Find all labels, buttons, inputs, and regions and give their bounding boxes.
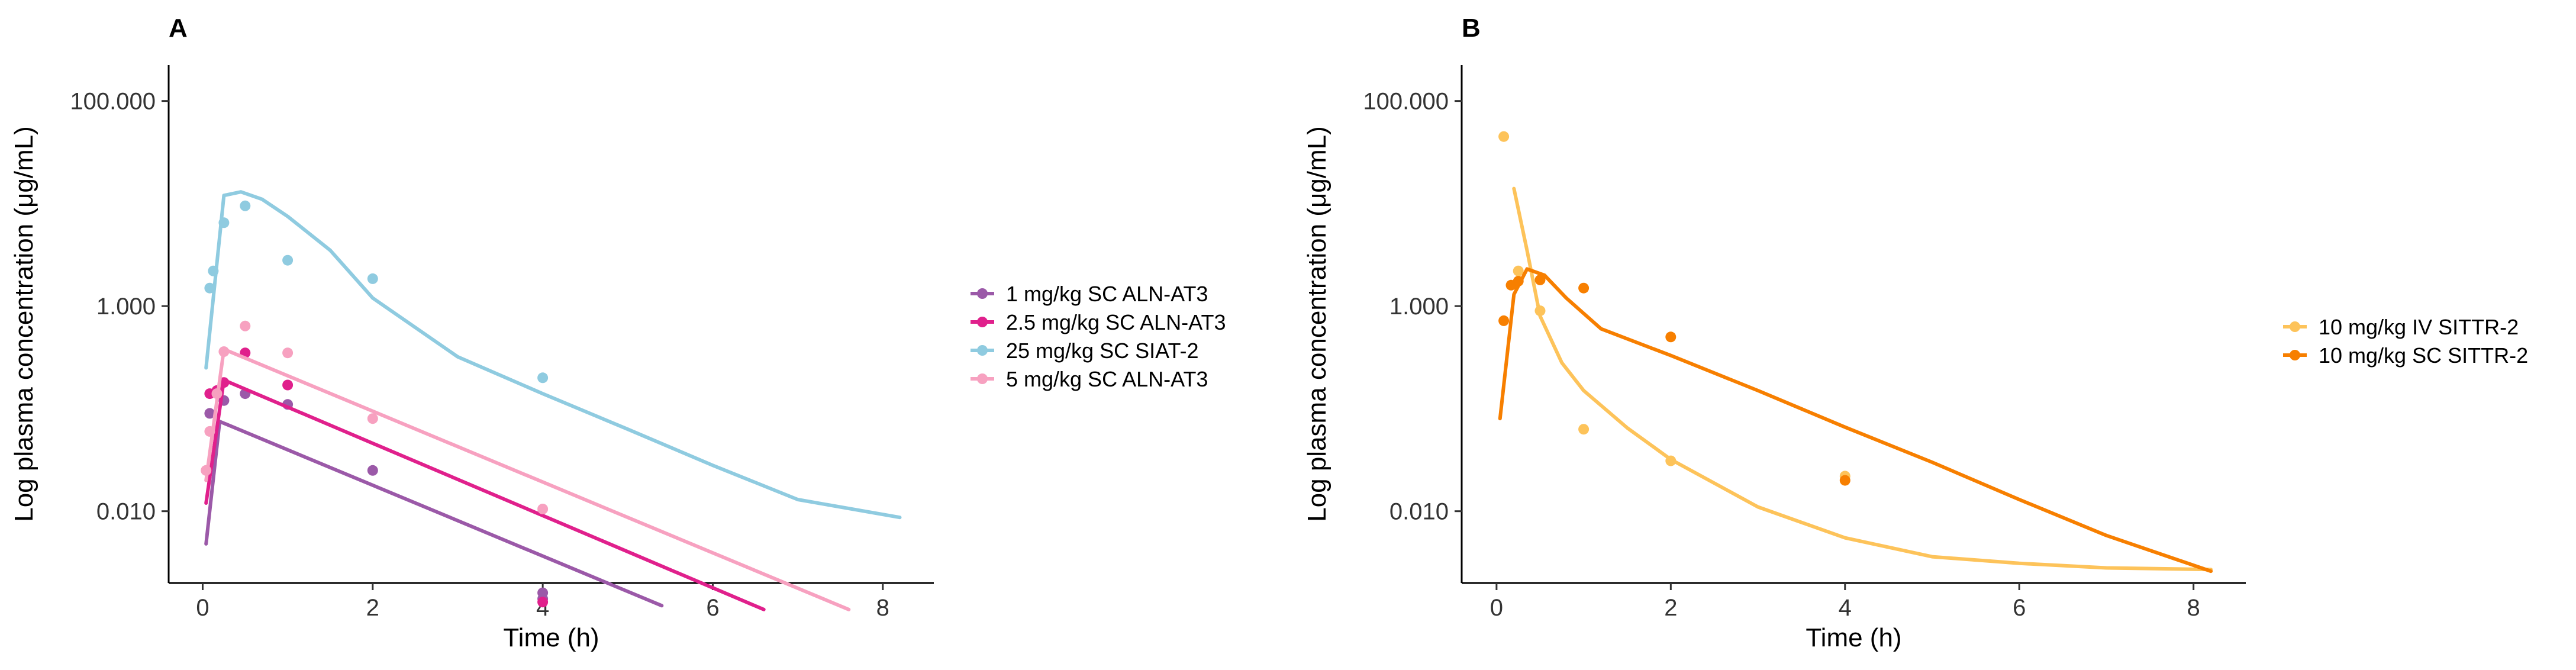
- data-point: [1665, 455, 1677, 466]
- x-axis-title: Time (h): [1806, 623, 1901, 652]
- data-point: [218, 346, 230, 357]
- fit-line: [204, 420, 664, 608]
- data-point: [240, 200, 251, 211]
- x-tick-label: 2: [1664, 595, 1677, 621]
- data-point: [282, 379, 294, 391]
- fit-line: [1498, 267, 2213, 574]
- legend-label: 2.5 mg/kg SC ALN-AT3: [1006, 310, 1226, 334]
- data-point: [282, 255, 294, 266]
- y-tick-label: 0.010: [96, 499, 156, 525]
- data-point: [282, 347, 294, 359]
- legend-marker: [2290, 350, 2300, 360]
- data-point: [1839, 475, 1850, 486]
- y-tick-label: 1.000: [1389, 294, 1449, 320]
- legend-label: 1 mg/kg SC ALN-AT3: [1006, 282, 1208, 306]
- data-point: [204, 282, 215, 294]
- data-point: [537, 597, 549, 608]
- data-point: [537, 372, 549, 384]
- data-point: [537, 504, 549, 514]
- y-tick-label: 100.000: [70, 89, 156, 115]
- fit-line: [204, 378, 766, 611]
- data-point: [204, 426, 215, 437]
- y-axis-title: Log plasma concentration (μg/mL): [9, 126, 38, 522]
- data-point: [1513, 265, 1524, 276]
- fit-line: [1512, 186, 2213, 572]
- panel-b-legend: 10 mg/kg IV SITTR-2 10 mg/kg SC SITTR-2: [2283, 315, 2528, 368]
- y-tick-label: 1.000: [96, 294, 156, 320]
- y-tick-label: 100.000: [1363, 89, 1449, 115]
- x-axis-title: Time (h): [503, 623, 599, 652]
- x-tick-label: 8: [876, 595, 889, 621]
- legend-marker: [977, 317, 988, 327]
- data-point: [367, 465, 378, 476]
- legend-marker: [2290, 321, 2300, 332]
- data-point: [1665, 331, 1677, 343]
- legend-label: 5 mg/kg SC ALN-AT3: [1006, 367, 1208, 391]
- x-tick-label: 2: [366, 595, 379, 621]
- panel-a-legend: 1 mg/kg SC ALN-AT3 2.5 mg/kg SC ALN-AT3 25…: [971, 282, 1226, 391]
- data-point: [1498, 131, 1510, 142]
- x-tick-label: 6: [706, 595, 719, 621]
- data-point: [218, 217, 230, 228]
- legend-marker: [977, 288, 988, 299]
- data-point: [1513, 276, 1524, 287]
- x-tick-label: 6: [2013, 595, 2026, 621]
- data-point: [1578, 282, 1590, 294]
- fit-line: [204, 190, 902, 520]
- data-point: [1534, 274, 1546, 285]
- legend-label: 10 mg/kg SC SITTR-2: [2319, 343, 2528, 368]
- legend-label: 10 mg/kg IV SITTR-2: [2319, 315, 2519, 339]
- x-tick-label: 0: [1490, 595, 1503, 621]
- panel-a-letter: A: [169, 14, 188, 43]
- x-tick-label: 4: [1839, 595, 1852, 621]
- legend-label: 25 mg/kg SC SIAT-2: [1006, 339, 1198, 363]
- data-point: [1534, 305, 1546, 317]
- data-point: [240, 320, 251, 331]
- data-point: [367, 413, 378, 424]
- panel-b-chart: 0 2 4 6 8 0.010 1.000 100.000 Time (h) Log plasma…: [1302, 65, 2246, 652]
- data-point: [201, 465, 212, 476]
- x-tick-label: 8: [2187, 595, 2200, 621]
- data-point: [208, 265, 219, 276]
- y-axis-title: Log plasma concentration (μg/mL): [1302, 126, 1331, 522]
- data-point: [211, 388, 223, 400]
- data-point: [1498, 315, 1510, 326]
- data-point: [1578, 424, 1590, 435]
- legend-marker: [977, 345, 988, 356]
- legend-marker: [977, 373, 988, 384]
- data-point: [367, 273, 378, 284]
- panel-b-letter: B: [1462, 14, 1481, 43]
- x-tick-label: 0: [196, 595, 209, 621]
- y-tick-label: 0.010: [1389, 499, 1449, 525]
- data-point: [204, 408, 215, 419]
